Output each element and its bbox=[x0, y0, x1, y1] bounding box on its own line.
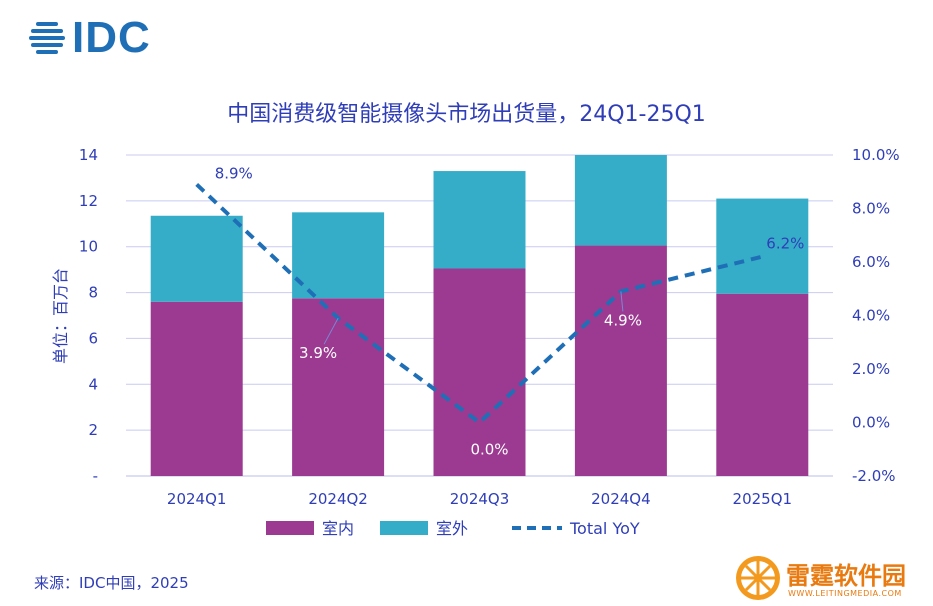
bar-outdoor bbox=[716, 198, 809, 294]
source-note: 来源：IDC中国，2025 bbox=[34, 574, 189, 592]
x-tick-label: 2024Q1 bbox=[167, 490, 227, 508]
label-leader bbox=[620, 291, 624, 312]
legend-swatch-indoor bbox=[266, 521, 314, 535]
y-tick-label: 4 bbox=[88, 375, 98, 393]
yoy-data-label: 8.9% bbox=[215, 164, 253, 182]
y-tick-label: 14 bbox=[79, 146, 98, 164]
legend-label-indoor: 室内 bbox=[322, 519, 354, 538]
yoy-data-label: 6.2% bbox=[766, 235, 804, 253]
y-tick-label: 8 bbox=[88, 284, 98, 302]
bar-indoor bbox=[150, 301, 243, 476]
x-tick-label: 2024Q2 bbox=[308, 490, 368, 508]
logo-text: IDC bbox=[72, 13, 151, 62]
y-tick-label: 10 bbox=[79, 238, 98, 256]
y2-tick-label: 10.0% bbox=[852, 146, 900, 164]
x-tick-label: 2025Q1 bbox=[733, 490, 793, 508]
bar-outdoor bbox=[292, 212, 385, 299]
x-tick-label: 2024Q3 bbox=[450, 490, 510, 508]
x-tick-label: 2024Q4 bbox=[591, 490, 651, 508]
bar-indoor bbox=[292, 298, 385, 476]
yoy-data-label: 0.0% bbox=[470, 441, 508, 459]
legend-swatch-outdoor bbox=[380, 521, 428, 535]
bar-indoor bbox=[574, 245, 667, 476]
chart-title: 中国消费级智能摄像头市场出货量，24Q1-25Q1 bbox=[227, 102, 706, 127]
bar-outdoor bbox=[150, 215, 243, 302]
legend-label-yoy: Total YoY bbox=[569, 519, 640, 538]
y2-tick-label: -2.0% bbox=[852, 467, 896, 485]
label-leader bbox=[323, 317, 339, 345]
yoy-data-label: 4.9% bbox=[604, 311, 642, 329]
bar-indoor bbox=[716, 293, 809, 476]
y-tick-label: 12 bbox=[79, 192, 98, 210]
y-axis-label: 单位：百万台 bbox=[51, 268, 70, 364]
bar-outdoor bbox=[433, 171, 526, 269]
watermark-url: WWW.LEITINGMEDIA.COM bbox=[788, 589, 902, 598]
y-tick-label: - bbox=[93, 467, 98, 485]
bar-indoor bbox=[433, 268, 526, 476]
y2-tick-label: 8.0% bbox=[852, 200, 890, 218]
y-tick-label: 2 bbox=[88, 421, 98, 439]
y2-tick-label: 6.0% bbox=[852, 253, 890, 271]
globe-icon bbox=[29, 22, 65, 54]
y2-tick-label: 0.0% bbox=[852, 414, 890, 432]
idc-logo: IDC bbox=[28, 16, 151, 60]
bar-outdoor bbox=[574, 155, 667, 246]
watermark-text: 雷霆软件园 bbox=[786, 562, 906, 590]
y2-tick-label: 2.0% bbox=[852, 360, 890, 378]
legend-label-outdoor: 室外 bbox=[436, 519, 468, 538]
y-tick-label: 6 bbox=[88, 329, 98, 347]
watermark: 雷霆软件园 WWW.LEITINGMEDIA.COM bbox=[734, 554, 930, 602]
y2-tick-label: 4.0% bbox=[852, 307, 890, 325]
orange-slice-icon bbox=[736, 556, 780, 600]
yoy-data-label: 3.9% bbox=[299, 344, 337, 362]
